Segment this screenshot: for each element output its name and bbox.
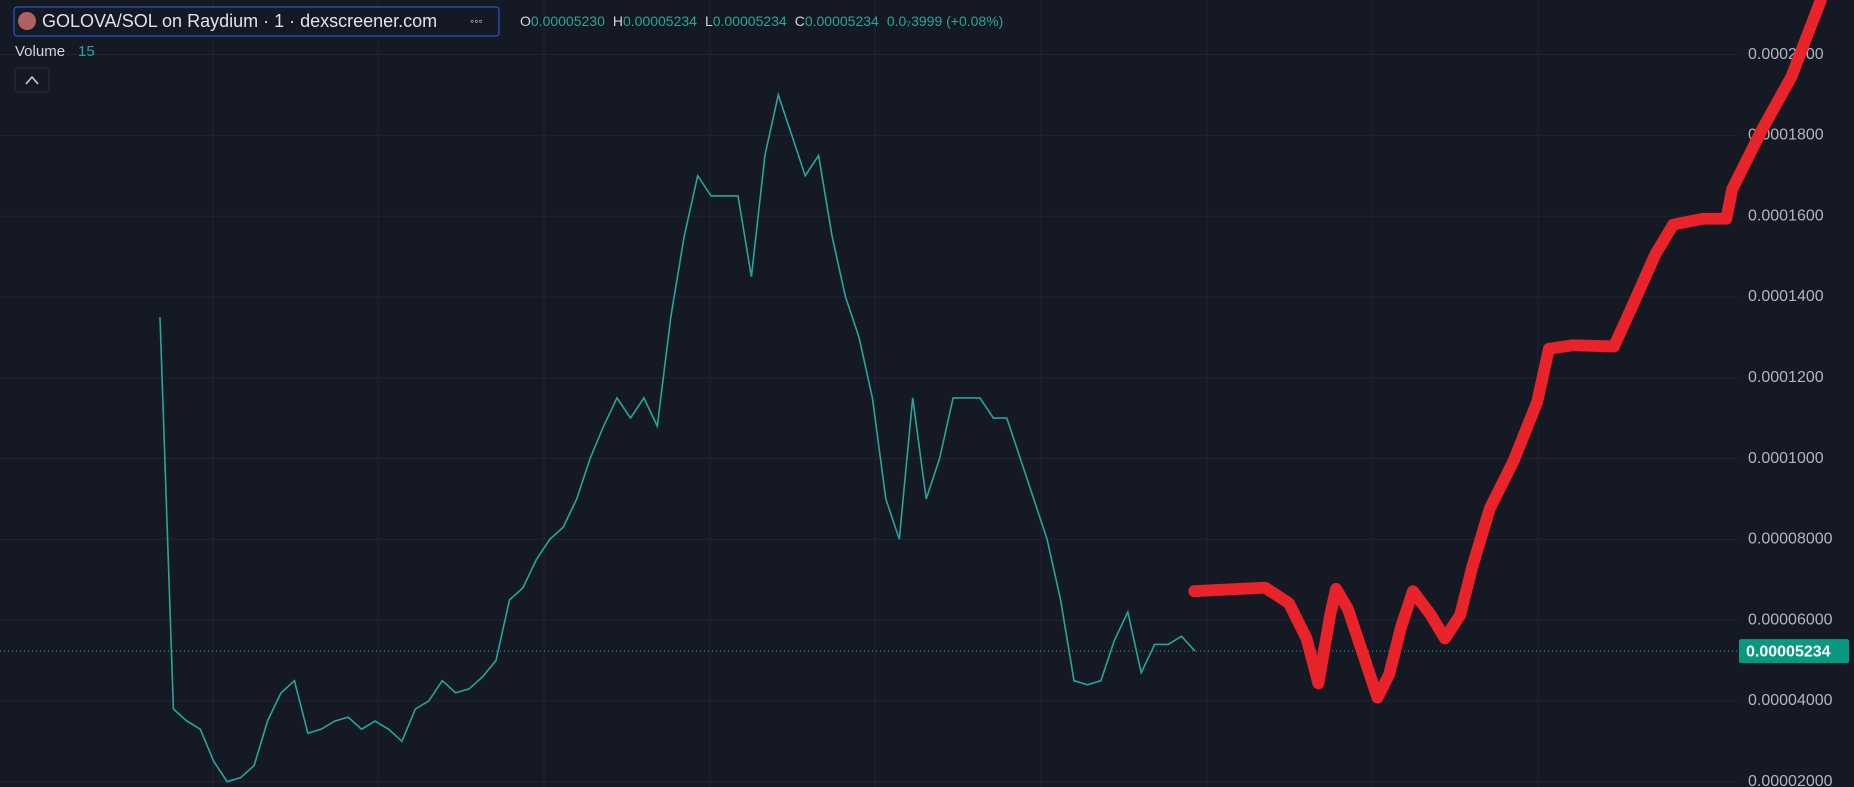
plot: 0.00002000 0.00004000 0.00006000 0.00008000…	[0, 46, 1833, 787]
y-tick-label: 0.0001200	[1748, 369, 1824, 386]
y-tick-label: 0.00004000	[1748, 692, 1833, 709]
current-price-label: 0.00005234	[1746, 643, 1831, 660]
collapse-button[interactable]	[14, 67, 50, 93]
ohlc-key: H	[613, 13, 623, 29]
ohlc-value: 0.00005234	[805, 13, 879, 29]
y-tick-label: 0.0001600	[1748, 207, 1824, 224]
collapse-icon	[25, 75, 39, 85]
y-tick-label: 0.0001000	[1748, 450, 1824, 467]
ohlc-key: O	[520, 13, 531, 29]
volume-value: 15	[78, 43, 95, 60]
ohlc-value: 0.00005230	[531, 13, 605, 29]
ohlc-value: 0.00005234	[713, 13, 787, 29]
volume-label: Volume	[15, 43, 65, 60]
more-icon[interactable]: ◦◦◦	[470, 14, 483, 28]
current-price-box	[1739, 639, 1849, 664]
y-tick-label: 0.0001400	[1748, 288, 1824, 305]
y-tick-label: 0.0002000	[1748, 46, 1824, 63]
y-tick-label: 0.00008000	[1748, 531, 1833, 548]
y-tick-label: 0.00002000	[1748, 773, 1833, 787]
red-scribble	[1188, 0, 1827, 704]
ohlc-value: 0.00005234	[623, 13, 697, 29]
ohlc-key: C	[795, 13, 805, 29]
y-tick-label: 0.00006000	[1748, 611, 1833, 628]
drawn-annotation	[1188, 0, 1827, 704]
token-icon	[18, 12, 36, 30]
ohlc-key: L	[705, 13, 713, 29]
price-line	[159, 91, 1196, 783]
ohlc: O0.00005230 H0.00005234 L0.00005234 C0.0000…	[520, 13, 1003, 29]
ohlc-change: 0.0₇3999 (+0.08%)	[887, 13, 1004, 29]
title-box[interactable]	[13, 6, 500, 37]
chart-title: GOLOVA/SOL on Raydium · 1 · dexscreener.…	[42, 11, 437, 31]
